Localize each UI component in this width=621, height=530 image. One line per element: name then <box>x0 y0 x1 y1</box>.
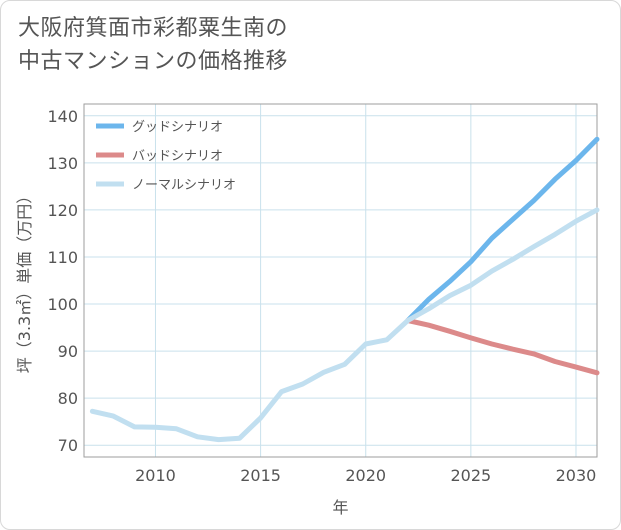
chart-title-line-2: 中古マンションの価格推移 <box>18 49 289 74</box>
y-tick-label: 140 <box>47 107 78 126</box>
legend-label: バッドシナリオ <box>132 149 223 164</box>
chart-title: 大阪府箕面市彩都粟生南の 中古マンションの価格推移 <box>18 12 578 78</box>
series-line-bad <box>405 318 600 376</box>
y-tick-label: 90 <box>58 342 78 361</box>
legend-label: ノーマルシナリオ <box>132 178 236 193</box>
x-tick-label: 2015 <box>240 466 281 485</box>
y-tick-label: 80 <box>58 389 78 408</box>
x-tick-label: 2025 <box>450 466 491 485</box>
series-line-normal <box>89 207 600 443</box>
y-tick-label: 120 <box>47 201 78 220</box>
series-line-good <box>405 136 600 323</box>
x-tick-label: 2030 <box>556 466 597 485</box>
legend-label: グッドシナリオ <box>132 120 223 135</box>
x-tick-label: 2020 <box>345 466 386 485</box>
chart-title-line-1: 大阪府箕面市彩都粟生南の <box>18 16 289 41</box>
x-axis-label: 年 <box>332 498 348 517</box>
y-tick-label: 130 <box>47 154 78 173</box>
y-tick-label: 70 <box>58 436 78 455</box>
plot-border <box>83 103 598 458</box>
x-tick-label: 2010 <box>135 466 176 485</box>
y-tick-label: 100 <box>47 295 78 314</box>
y-tick-label: 110 <box>47 248 78 267</box>
y-axis-label: 坪（3.3㎡）単価（万円） <box>15 188 34 373</box>
